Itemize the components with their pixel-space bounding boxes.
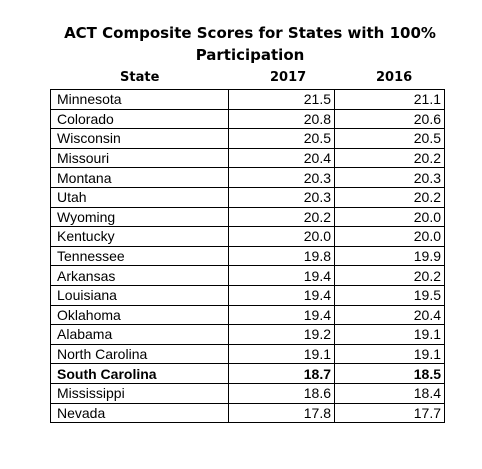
table-row: South Carolina 18.7 18.5	[50, 363, 445, 384]
state-name-cell: South Carolina	[50, 363, 229, 384]
state-name-cell: Alabama	[50, 324, 229, 345]
table-row: Missouri 20.4 20.2	[50, 147, 445, 169]
score-2016-cell: 20.0	[334, 206, 445, 228]
score-2017-cell: 20.2	[228, 206, 335, 228]
score-2017-cell: 19.4	[228, 284, 335, 306]
score-2017-cell: 19.8	[228, 245, 335, 267]
table-row: Kentucky 20.0 20.0	[50, 226, 445, 247]
score-2016-cell: 20.2	[334, 186, 445, 208]
score-2017-cell: 20.3	[228, 167, 335, 188]
table-row: Mississippi 18.6 18.4	[50, 382, 445, 404]
score-2016-cell: 20.4	[334, 304, 445, 326]
score-2017-cell: 20.8	[228, 108, 335, 130]
score-2017-cell: 20.0	[228, 226, 335, 247]
table-row: Arkansas 19.4 20.2	[50, 265, 445, 286]
column-header-2017: 2017	[270, 70, 307, 85]
state-name-cell: Louisiana	[50, 284, 229, 306]
table-row: Utah 20.3 20.2	[50, 186, 445, 208]
table-row: Oklahoma 19.4 20.4	[50, 304, 445, 326]
score-2016-cell: 17.7	[334, 402, 445, 424]
score-2017-cell: 19.4	[228, 265, 335, 286]
score-2017-cell: 19.1	[228, 343, 335, 365]
table-row: North Carolina 19.1 19.1	[50, 343, 445, 365]
state-name-cell: Mississippi	[50, 382, 229, 404]
score-2016-cell: 19.5	[334, 284, 445, 306]
score-2016-cell: 19.1	[334, 324, 445, 345]
table-row: Alabama 19.2 19.1	[50, 324, 445, 345]
state-name-cell: Minnesota	[50, 89, 229, 110]
score-2016-cell: 20.2	[334, 147, 445, 169]
state-name-cell: Arkansas	[50, 265, 229, 286]
state-name-cell: Wisconsin	[50, 128, 229, 149]
state-name-cell: Colorado	[50, 108, 229, 130]
table-row: Nevada 17.8 17.7	[50, 402, 445, 424]
score-2016-cell: 18.5	[334, 363, 445, 384]
score-2016-cell: 19.1	[334, 343, 445, 365]
table-row: Wisconsin 20.5 20.5	[50, 128, 445, 149]
state-name-cell: North Carolina	[50, 343, 229, 365]
state-name-cell: Utah	[50, 186, 229, 208]
state-name-cell: Tennessee	[50, 245, 229, 267]
state-name-cell: Montana	[50, 167, 229, 188]
state-name-cell: Wyoming	[50, 206, 229, 228]
table-title: ACT Composite Scores for States with 100…	[64, 24, 436, 64]
state-name-cell: Kentucky	[50, 226, 229, 247]
table-row: Colorado 20.8 20.6	[50, 108, 445, 130]
score-2017-cell: 18.6	[228, 382, 335, 404]
score-2016-cell: 20.0	[334, 226, 445, 247]
score-2017-cell: 20.5	[228, 128, 335, 149]
state-name-cell: Missouri	[50, 147, 229, 169]
table-row: Tennessee 19.8 19.9	[50, 245, 445, 267]
score-2016-cell: 19.9	[334, 245, 445, 267]
score-2017-cell: 19.2	[228, 324, 335, 345]
score-2017-cell: 18.7	[228, 363, 335, 384]
score-2017-cell: 20.3	[228, 186, 335, 208]
column-header-state: State	[120, 70, 160, 85]
table-row: Montana 20.3 20.3	[50, 167, 445, 188]
score-2017-cell: 17.8	[228, 402, 335, 424]
score-2016-cell: 20.5	[334, 128, 445, 149]
scores-table: Minnesota 21.5 21.1 Colorado 20.8 20.6 Wiscons…	[50, 89, 445, 424]
table-row: Louisiana 19.4 19.5	[50, 284, 445, 306]
score-2016-cell: 20.2	[334, 265, 445, 286]
score-2016-cell: 18.4	[334, 382, 445, 404]
state-name-cell: Nevada	[50, 402, 229, 424]
score-2016-cell: 20.3	[334, 167, 445, 188]
table-row: Wyoming 20.2 20.0	[50, 206, 445, 228]
score-2017-cell: 19.4	[228, 304, 335, 326]
state-name-cell: Oklahoma	[50, 304, 229, 326]
table-row: Minnesota 21.5 21.1	[50, 89, 445, 110]
score-2017-cell: 21.5	[228, 89, 335, 110]
score-2016-cell: 20.6	[334, 108, 445, 130]
scores-table-body: Minnesota 21.5 21.1 Colorado 20.8 20.6 Wiscons…	[50, 89, 445, 424]
score-2017-cell: 20.4	[228, 147, 335, 169]
column-header-2016: 2016	[376, 70, 413, 85]
score-2016-cell: 21.1	[334, 89, 445, 110]
